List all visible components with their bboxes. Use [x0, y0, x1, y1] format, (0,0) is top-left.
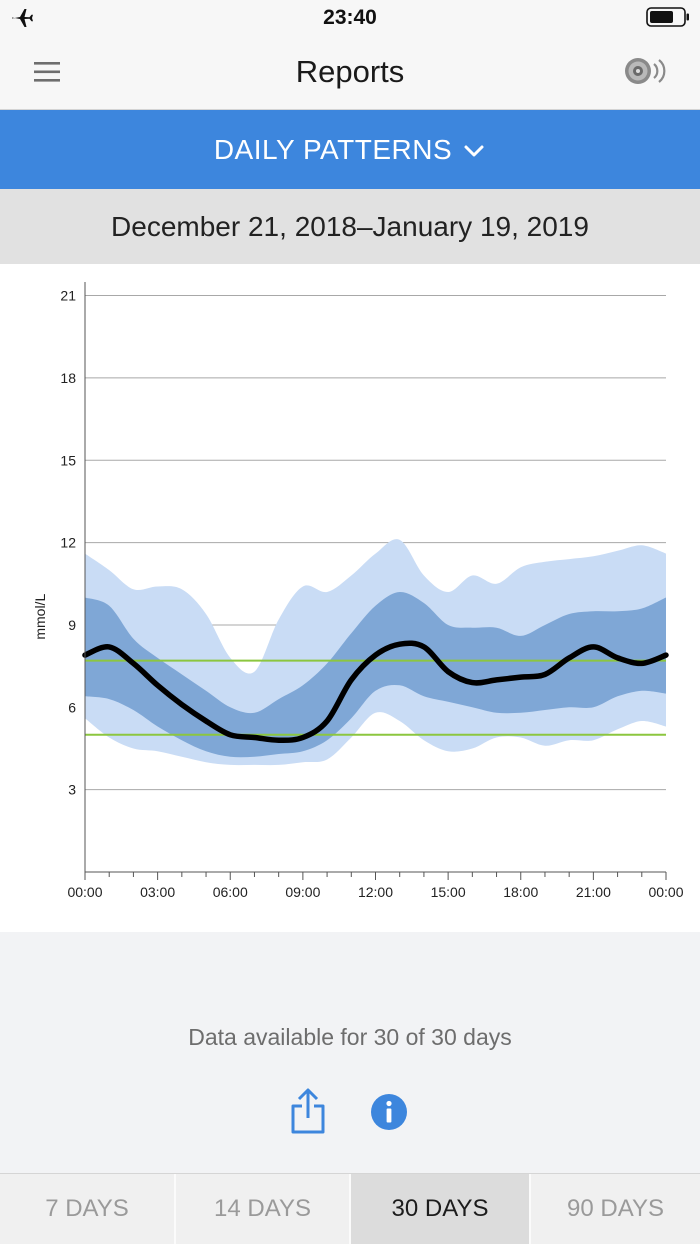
y-tick-label: 18	[60, 370, 76, 386]
share-icon[interactable]	[286, 1086, 330, 1136]
range-tab-bar: 7 DAYS 14 DAYS 30 DAYS 90 DAYS	[0, 1173, 700, 1244]
x-tick-label: 15:00	[431, 884, 466, 900]
status-time: 23:40	[323, 6, 377, 29]
airplane-mode-icon	[12, 9, 33, 27]
tab-30-days[interactable]: 30 DAYS	[351, 1174, 531, 1244]
data-availability-text: Data available for 30 of 30 days	[188, 1024, 512, 1050]
tab-14-days[interactable]: 14 DAYS	[176, 1174, 351, 1244]
y-tick-label: 6	[68, 699, 76, 715]
date-range-bar: December 21, 2018–January 19, 2019	[0, 189, 700, 264]
tab-7-days[interactable]: 7 DAYS	[0, 1174, 176, 1244]
menu-icon[interactable]	[28, 56, 66, 88]
report-type-label: DAILY PATTERNS	[213, 133, 453, 165]
y-tick-label: 9	[68, 617, 76, 633]
report-type-selector[interactable]: DAILY PATTERNS	[0, 110, 700, 189]
chevron-down-icon	[464, 145, 484, 156]
x-tick-label: 09:00	[285, 884, 320, 900]
battery-icon	[646, 7, 689, 27]
axes-layer	[84, 282, 667, 880]
navigation-bar: Reports	[0, 34, 700, 110]
y-tick-label: 15	[60, 452, 76, 468]
x-tick-label: 00:00	[648, 884, 683, 900]
labels-layer: 3 6 9 12 15 18 21 00:00 03:00 06:00 09:00 12:00 15:0…	[32, 288, 684, 900]
chart-svg: 3 6 9 12 15 18 21 00:00 03:00 06:00 09:00 12:00 15:0…	[32, 282, 684, 900]
x-tick-label: 03:00	[140, 884, 175, 900]
y-tick-label: 21	[60, 288, 76, 304]
date-range: December 21, 2018–January 19, 2019	[111, 210, 589, 242]
tab-90-days[interactable]: 90 DAYS	[567, 1195, 664, 1222]
median-line	[82, 640, 669, 743]
y-tick-label: 3	[68, 782, 76, 798]
y-tick-label: 12	[60, 535, 76, 551]
band-25-75-percentile	[85, 591, 666, 758]
x-tick-label: 06:00	[213, 884, 248, 900]
x-tick-label: 21:00	[576, 884, 611, 900]
y-axis-label: mmol/L	[32, 594, 48, 640]
x-tick-label: 12:00	[358, 884, 393, 900]
x-tick-label: 18:00	[503, 884, 538, 900]
status-bar: 23:40	[0, 0, 700, 34]
page-title: Reports	[295, 54, 405, 89]
info-icon[interactable]	[370, 1093, 408, 1131]
x-tick-label: 00:00	[67, 884, 102, 900]
daily-patterns-chart: 3 6 9 12 15 18 21 00:00 03:00 06:00 09:00 12:00 15:0…	[0, 264, 700, 932]
sensor-scan-icon[interactable]	[622, 52, 668, 90]
